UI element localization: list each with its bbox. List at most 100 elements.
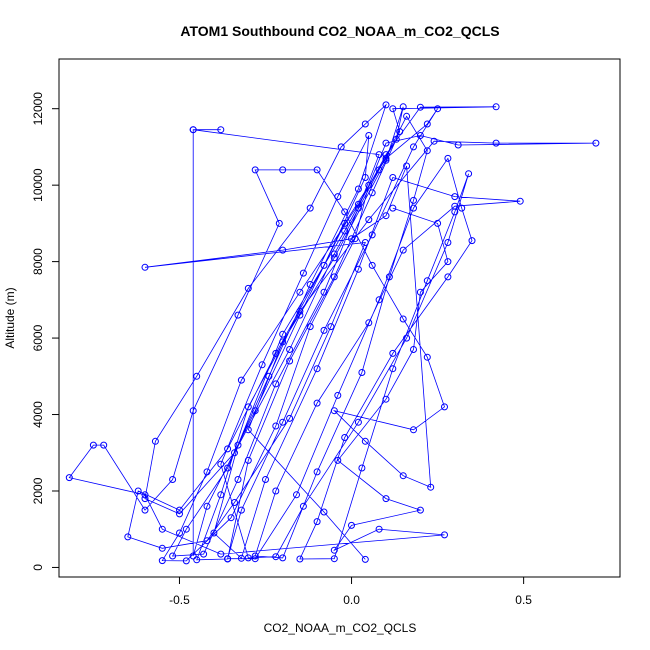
data-point — [296, 288, 304, 296]
data-point — [492, 103, 500, 111]
data-point — [279, 554, 287, 562]
data-point — [365, 319, 373, 327]
data-point — [176, 510, 183, 518]
data-point — [272, 380, 280, 388]
y-tick-label: 8000 — [31, 248, 45, 275]
data-point — [224, 555, 232, 563]
y-tick-label: 10000 — [31, 168, 45, 202]
data-point — [382, 395, 390, 403]
data-point — [279, 338, 287, 346]
data-point — [231, 449, 238, 457]
data-point — [592, 139, 600, 147]
y-tick-label: 12000 — [31, 92, 45, 126]
data-point — [330, 407, 338, 415]
data-point — [217, 460, 225, 468]
data-point — [389, 174, 397, 181]
data-point — [330, 250, 338, 258]
data-point — [134, 487, 142, 495]
x-axis-label: CO2_NOAA_m_CO2_QCLS — [264, 621, 417, 635]
plot-series — [65, 101, 600, 565]
data-point — [365, 181, 373, 189]
data-point — [361, 120, 369, 128]
data-point — [392, 135, 400, 143]
data-point — [361, 174, 369, 181]
data-point — [441, 403, 448, 411]
data-point — [313, 518, 321, 526]
data-point — [396, 128, 404, 136]
data-point — [251, 555, 259, 563]
x-tick-label: -0.5 — [169, 593, 190, 607]
data-point — [403, 162, 411, 170]
data-point — [234, 441, 242, 449]
data-point — [141, 495, 149, 503]
data-point — [169, 552, 177, 560]
data-point — [293, 491, 300, 499]
data-point — [279, 418, 287, 426]
data-point — [251, 166, 259, 174]
data-point — [237, 506, 245, 514]
data-point — [296, 311, 304, 319]
data-point — [272, 487, 280, 495]
data-point — [358, 464, 366, 472]
data-point — [365, 216, 373, 224]
data-point — [382, 212, 390, 220]
data-point — [382, 154, 390, 162]
data-point — [389, 105, 397, 113]
data-point — [454, 141, 462, 149]
data-point — [368, 189, 376, 197]
data-point — [444, 154, 452, 162]
data-point — [124, 533, 132, 541]
data-point — [348, 235, 355, 243]
data-point — [444, 258, 452, 266]
data-point — [427, 483, 435, 491]
data-point — [410, 346, 417, 353]
data-point — [203, 502, 211, 510]
data-point — [361, 239, 369, 246]
data-point — [375, 525, 383, 533]
data-point — [410, 204, 417, 212]
data-point — [423, 120, 431, 128]
data-point — [423, 147, 431, 155]
data-point — [320, 261, 328, 269]
data-point — [416, 103, 424, 111]
data-point — [375, 166, 383, 174]
data-point — [262, 476, 269, 483]
data-point — [348, 521, 355, 529]
data-point — [176, 529, 183, 537]
data-point — [341, 434, 349, 441]
data-point — [217, 550, 225, 558]
data-point — [275, 219, 283, 227]
data-point — [334, 193, 342, 201]
data-point — [492, 139, 500, 147]
data-point — [158, 525, 166, 533]
data-point — [399, 246, 407, 254]
data-point — [296, 307, 304, 315]
data-point — [365, 132, 373, 139]
data-point — [416, 288, 424, 296]
x-axis: -0.5 0.0 0.5 — [169, 576, 532, 607]
data-point — [410, 143, 417, 151]
series-line — [68, 103, 596, 562]
data-point — [351, 235, 359, 243]
data-point — [224, 445, 232, 453]
data-point — [330, 555, 338, 563]
data-point — [244, 554, 252, 562]
data-point — [341, 227, 349, 235]
data-point — [368, 261, 376, 269]
data-point — [193, 556, 201, 564]
data-point — [244, 456, 252, 464]
data-point — [176, 506, 183, 514]
data-point — [141, 263, 149, 271]
data-point — [299, 502, 307, 510]
data-point — [430, 137, 438, 145]
data-point — [279, 330, 287, 338]
data-point — [354, 185, 362, 193]
data-point — [306, 204, 314, 212]
data-point — [189, 552, 197, 560]
data-point — [296, 555, 304, 563]
data-point — [158, 557, 166, 565]
data-point — [334, 456, 342, 464]
data-point — [320, 508, 328, 516]
